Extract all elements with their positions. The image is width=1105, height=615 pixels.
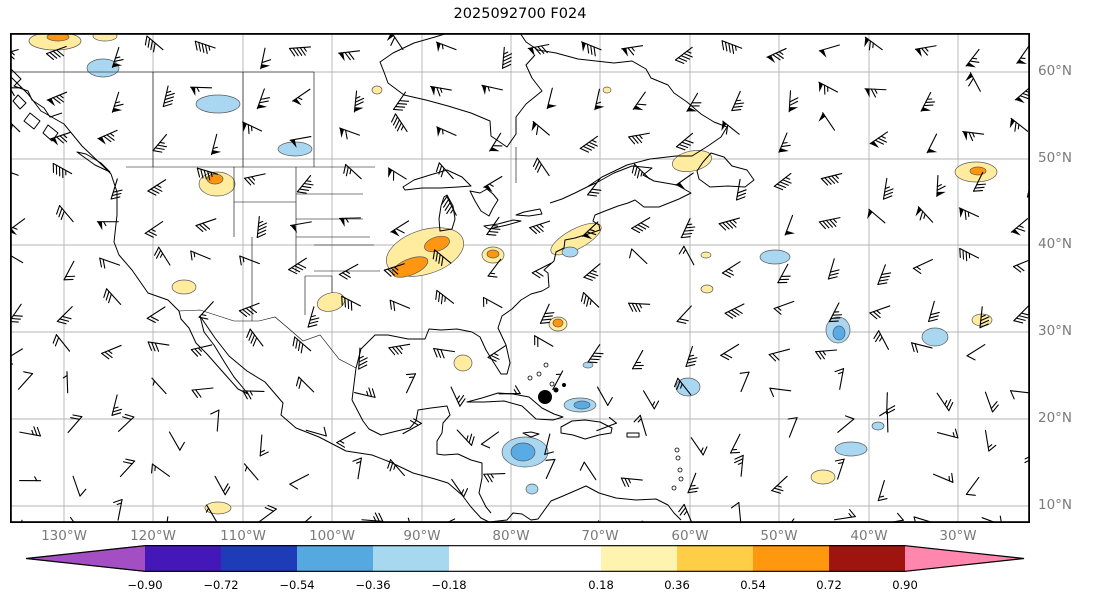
lon-tick-label: 100°W [309,528,355,544]
lon-tick-label: 60°W [671,528,709,544]
colorbar-tick-label: −0.54 [279,578,315,592]
lat-tick-label: 60°N [1038,63,1073,79]
colorbar [25,545,1025,572]
lon-tick-label: 40°W [850,528,888,544]
lon-tick-label: 110°W [220,528,266,544]
map-canvas [10,33,1030,523]
lat-tick-label: 40°N [1038,236,1073,252]
colorbar-outline [25,545,1025,572]
shaded-anomaly-regions [28,33,998,515]
wind-barbs [10,33,1030,523]
colorbar-tick-label: 0.54 [740,578,766,592]
state-borders [10,71,517,369]
coastlines [10,33,755,523]
lat-tick-label: 30°N [1038,323,1073,339]
colorbar-tick-label: −0.72 [203,578,239,592]
lon-tick-label: 30°W [939,528,977,544]
plot-title: 2025092700 F024 [453,6,587,22]
lon-tick-label: 80°W [492,528,530,544]
lat-tick-label: 20°N [1038,410,1073,426]
colorbar-tick-label: 0.18 [588,578,614,592]
lon-tick-label: 70°W [581,528,619,544]
colorbar-tick-label: 0.36 [664,578,690,592]
lat-tick-label: 50°N [1038,150,1073,166]
colorbar-tick-label: 0.72 [816,578,842,592]
lat-tick-label: 10°N [1038,497,1073,513]
lon-tick-label: 120°W [130,528,176,544]
colorbar-tick-label: −0.90 [127,578,163,592]
colorbar-tick-label: −0.18 [431,578,467,592]
lon-tick-label: 90°W [403,528,441,544]
colorbar-tick-label: 0.90 [892,578,918,592]
lon-tick-label: 50°W [760,528,798,544]
colorbar-tick-label: −0.36 [355,578,391,592]
map-frame [10,33,1030,523]
storm-marker [538,383,566,404]
lon-tick-label: 130°W [41,528,87,544]
